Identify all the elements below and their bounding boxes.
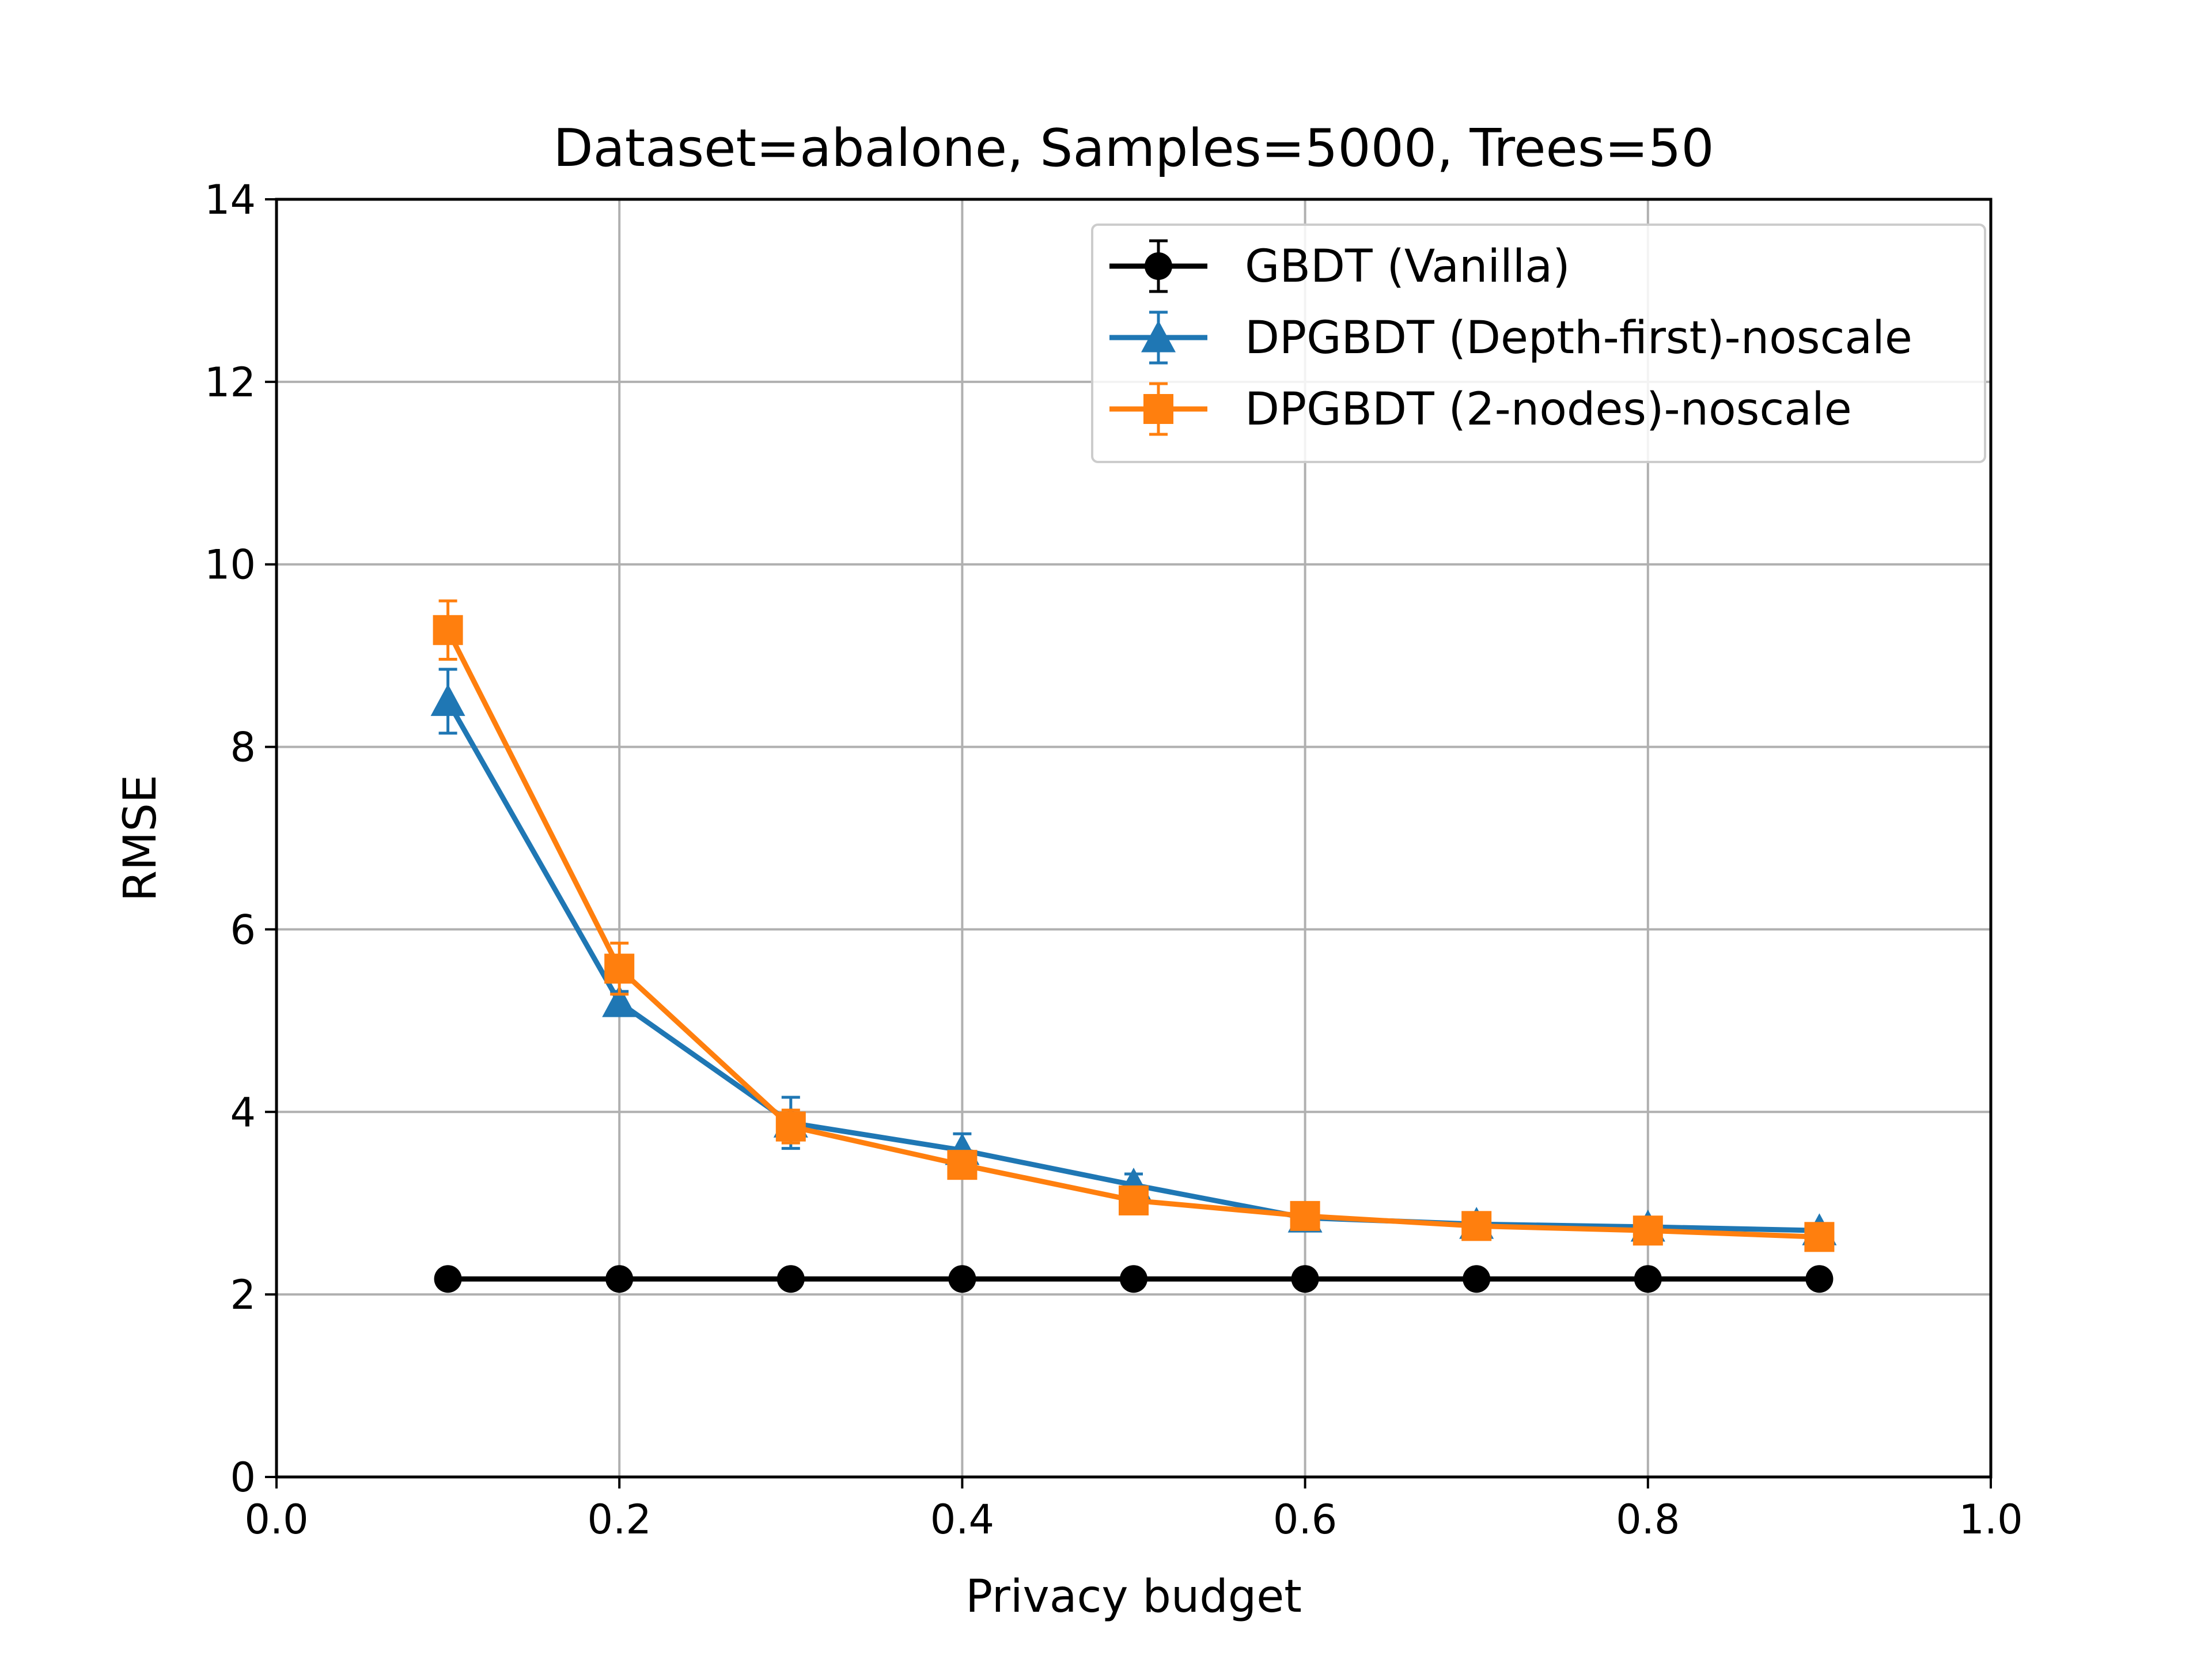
legend-entry: DPGBDT (Depth-first)-noscale bbox=[1109, 310, 1912, 365]
data-series bbox=[430, 599, 1837, 1293]
legend-box bbox=[1091, 224, 1986, 463]
legend-label: DPGBDT (2-nodes)-noscale bbox=[1245, 384, 1852, 435]
legend-marker bbox=[1145, 252, 1172, 280]
legend-marker bbox=[1143, 394, 1173, 424]
y-tick-label: 0 bbox=[230, 1454, 256, 1501]
series-2 bbox=[433, 599, 1835, 1252]
x-tick-label: 1.0 bbox=[1959, 1496, 2022, 1543]
y-tick-label: 2 bbox=[230, 1271, 256, 1319]
y-axis-label: RMSE bbox=[115, 775, 166, 902]
data-point bbox=[430, 684, 465, 716]
data-point bbox=[1463, 1265, 1491, 1293]
x-axis-label: Privacy budget bbox=[965, 1571, 1302, 1623]
data-point bbox=[1291, 1265, 1319, 1293]
data-point bbox=[948, 1265, 976, 1293]
legend: GBDT (Vanilla) DPGBDT (Depth-first)-nosca… bbox=[1091, 224, 1986, 463]
data-point bbox=[775, 1111, 806, 1142]
data-point bbox=[1290, 1200, 1320, 1231]
data-point bbox=[1634, 1265, 1662, 1293]
legend-label: DPGBDT (Depth-first)-noscale bbox=[1245, 312, 1912, 364]
data-point bbox=[602, 985, 637, 1017]
x-tick-label: 0.0 bbox=[244, 1496, 308, 1543]
data-point bbox=[433, 615, 463, 645]
y-tick-label: 10 bbox=[204, 541, 256, 589]
legend-entry: GBDT (Vanilla) bbox=[1109, 239, 1570, 293]
data-point bbox=[1804, 1222, 1835, 1252]
legend-entry: DPGBDT (2-nodes)-noscale bbox=[1109, 382, 1852, 436]
y-tick-label: 14 bbox=[204, 176, 256, 224]
plot-area-frame bbox=[275, 198, 1993, 1479]
data-point bbox=[1119, 1185, 1149, 1215]
data-point bbox=[1805, 1265, 1834, 1293]
legend-marker bbox=[1141, 320, 1176, 353]
legend-label: GBDT (Vanilla) bbox=[1245, 241, 1570, 293]
data-point bbox=[1120, 1265, 1147, 1293]
x-tick-label: 0.6 bbox=[1273, 1496, 1337, 1543]
data-point bbox=[947, 1150, 978, 1180]
x-tick-label: 0.2 bbox=[588, 1496, 652, 1543]
series-0 bbox=[434, 1265, 1834, 1293]
y-tick-label: 8 bbox=[230, 724, 256, 771]
data-point bbox=[605, 1265, 634, 1293]
y-tick-label: 12 bbox=[204, 359, 256, 406]
data-point bbox=[1633, 1215, 1663, 1246]
x-tick-label: 0.4 bbox=[930, 1496, 994, 1543]
chart-title: Dataset=abalone, Samples=5000, Trees=50 bbox=[553, 118, 1714, 179]
y-tick-label: 4 bbox=[230, 1089, 256, 1136]
y-tick-label: 6 bbox=[230, 906, 256, 953]
data-point bbox=[604, 953, 635, 984]
x-tick-label: 0.8 bbox=[1616, 1496, 1680, 1543]
data-point bbox=[1461, 1211, 1492, 1241]
data-point bbox=[777, 1265, 805, 1293]
data-point bbox=[434, 1265, 462, 1293]
axes-ticks: 0.0 0.2 0.4 0.6 0.8 1.0 0 2 4 6 8 10 12 14 bbox=[204, 176, 2023, 1543]
